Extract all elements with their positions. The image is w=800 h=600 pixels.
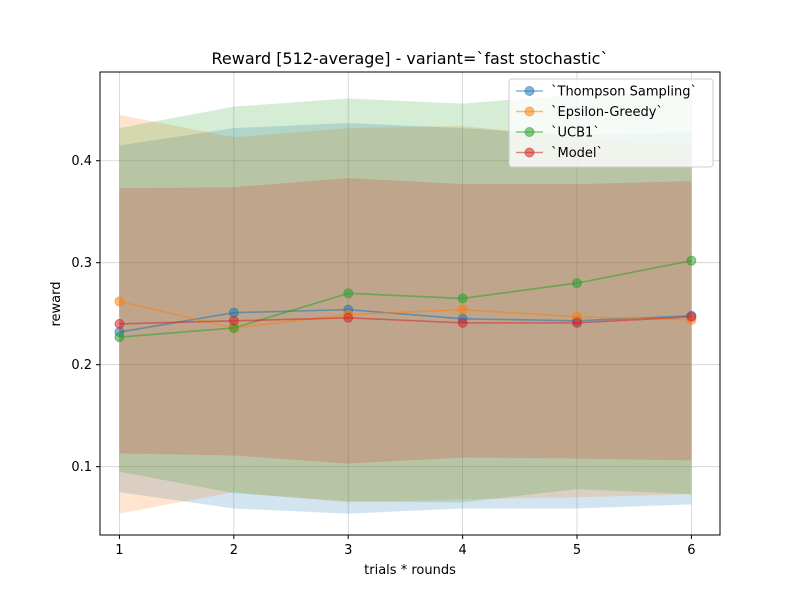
x-tick-label: 4 xyxy=(458,543,466,558)
point-series-4 xyxy=(572,317,583,328)
line-series-3 xyxy=(119,259,692,338)
legend-marker xyxy=(524,147,535,158)
point-series-3 xyxy=(343,288,354,299)
y-tick-label: 0.2 xyxy=(71,358,92,373)
point-series-3 xyxy=(457,293,468,304)
legend-label: `Model` xyxy=(551,146,603,161)
x-axis-label: trials * rounds xyxy=(364,563,456,578)
legend-marker xyxy=(524,127,535,137)
band-series-1 xyxy=(119,122,692,514)
chart-title: Reward [512-average] - variant=`fast sto… xyxy=(212,49,609,68)
point-series-2 xyxy=(457,304,468,315)
y-axis-label: reward xyxy=(49,281,64,326)
legend-marker xyxy=(524,86,535,96)
line-series-4 xyxy=(119,315,692,325)
line-series-1 xyxy=(119,308,692,333)
point-series-4 xyxy=(343,312,354,323)
y-tick-label: 0.3 xyxy=(71,256,92,271)
legend: `Thompson Sampling` `Epsilon-Greedy` `UCB1… xyxy=(508,78,714,168)
band-series-3 xyxy=(119,93,692,503)
y-tick-label: 0.1 xyxy=(71,460,92,475)
confidence-bands xyxy=(119,93,692,514)
point-series-1 xyxy=(228,307,239,318)
plot-frame xyxy=(99,71,721,536)
point-series-4 xyxy=(228,315,239,326)
legend-label: `UCB1` xyxy=(551,126,600,141)
x-tick-label: 3 xyxy=(344,543,352,558)
legend-marker xyxy=(524,106,535,117)
x-tick-label: 1 xyxy=(115,543,123,558)
point-series-3 xyxy=(114,332,125,343)
axes: 1 2 3 4 5 6 0.1 0.2 0.3 0.4 xyxy=(71,154,695,558)
legend-box xyxy=(508,78,714,168)
point-series-2 xyxy=(114,296,125,307)
point-series-4 xyxy=(114,318,125,329)
legend-label: `Epsilon-Greedy` xyxy=(551,105,663,120)
point-series-4 xyxy=(457,317,468,328)
x-tick-label: 5 xyxy=(573,543,581,558)
point-series-3 xyxy=(686,255,697,266)
series-lines xyxy=(114,255,697,343)
x-tick-label: 2 xyxy=(230,543,238,558)
legend-label: `Thompson Sampling` xyxy=(551,85,697,100)
x-tick-label: 6 xyxy=(687,543,695,558)
y-tick-label: 0.4 xyxy=(71,154,92,169)
point-series-3 xyxy=(572,278,583,289)
line-series-2 xyxy=(119,300,692,329)
point-series-4 xyxy=(686,311,697,322)
